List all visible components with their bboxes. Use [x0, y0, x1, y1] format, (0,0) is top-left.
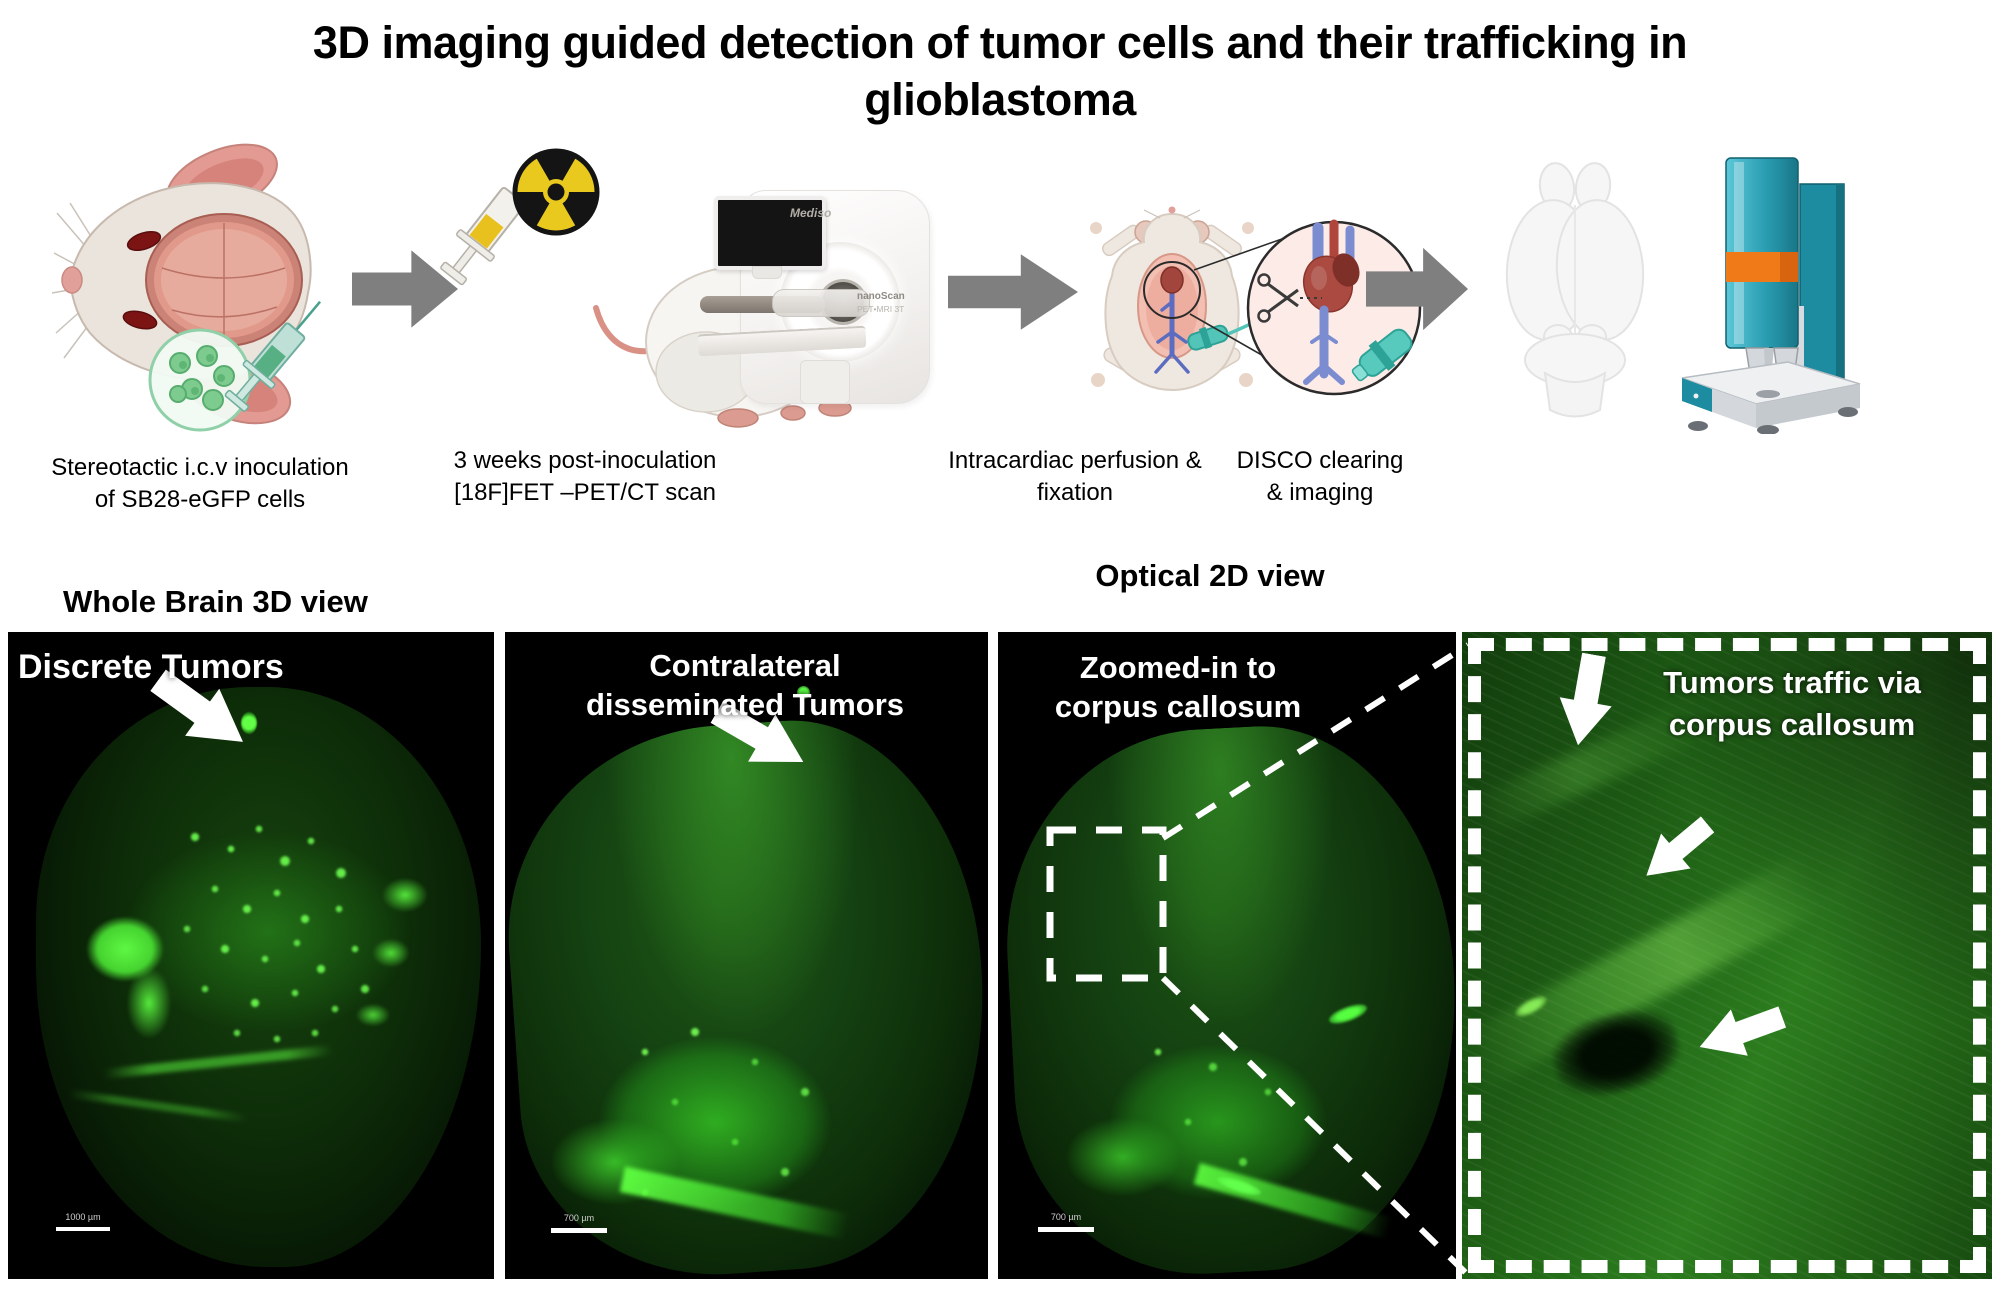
panel4-label-line2: corpus callosum — [1668, 707, 1916, 742]
mouse-head-icv-injection-icon — [52, 143, 322, 432]
step3-caption: Intracardiac perfusion & fixation — [915, 445, 1235, 509]
figure-title: 3D imaging guided detection of tumor cel… — [0, 14, 2000, 128]
discrete-tumor-spot — [241, 712, 257, 734]
lightsheet-microscope-icon — [1681, 157, 1861, 434]
step2-caption-line1: 3 weeks post-inoculation — [453, 447, 717, 474]
panel-corpus-callosum-zoom: Tumors traffic via corpus callosum — [1462, 632, 1992, 1279]
panel2-label: Contralateral disseminated Tumors — [535, 646, 955, 724]
radiotracer-syringe-icon — [440, 167, 538, 286]
scale-bar-label: 700 µm — [1050, 1212, 1082, 1222]
step4-caption-line2: & imaging — [1266, 479, 1374, 506]
panel3-label-line2: corpus callosum — [1054, 689, 1302, 724]
step4-caption-line1: DISCO clearing — [1236, 447, 1404, 474]
scanner-model-text: nanoScan — [857, 291, 905, 302]
step2-caption-line2: [18F]FET –PET/CT scan — [454, 479, 716, 506]
panel3-label-line1: Zoomed-in to — [1079, 650, 1277, 685]
dashed-highlight-border — [1468, 638, 1986, 1273]
tumor-fluorescence-cluster — [53, 777, 453, 1107]
panel-contralateral-tumors: Contralateral disseminated Tumors 700 µm — [505, 632, 988, 1279]
figure-title-line1: 3D imaging guided detection of tumor cel… — [312, 17, 1688, 68]
scanner-bed-tube — [772, 289, 870, 317]
figure-title-line2: glioblastoma — [864, 74, 1136, 125]
cleared-brain-icon — [1505, 162, 1645, 418]
scale-bar — [56, 1227, 110, 1231]
panel-whole-brain-3d: Discrete Tumors 1000 µm — [8, 632, 494, 1279]
step4-caption: DISCO clearing & imaging — [1195, 445, 1445, 509]
scanner-brand-text: Mediso — [790, 206, 832, 220]
intracardiac-perfusion-mouse-icon — [1090, 206, 1422, 396]
scale-bar — [551, 1228, 607, 1233]
disseminated-tumor-spot — [797, 686, 810, 699]
scale-bar — [1038, 1227, 1094, 1232]
section-header-2d-view: Optical 2D view — [1095, 558, 1325, 593]
step1-caption-line1: Stereotactic i.c.v inoculation — [51, 454, 349, 481]
panel3-label: Zoomed-in to corpus callosum — [1018, 648, 1338, 726]
radioactive-icon — [512, 148, 600, 236]
zoomed-tissue-background — [1462, 632, 1992, 1279]
scanner-model-sub-text: PET•MRI 3T — [857, 304, 905, 314]
panel2-label-line1: Contralateral — [649, 648, 841, 683]
panel2-label-line2: disseminated Tumors — [585, 687, 905, 722]
scanner-pedestal — [800, 360, 850, 404]
step3-caption-line1: Intracardiac perfusion & — [948, 447, 1202, 474]
step2-caption: 3 weeks post-inoculation [18F]FET –PET/C… — [425, 445, 745, 509]
workflow-arrow-icon — [948, 254, 1078, 330]
panel-zoom-target: Zoomed-in to corpus callosum 700 µm — [998, 632, 1456, 1279]
panel1-label: Discrete Tumors — [18, 648, 284, 686]
step1-caption: Stereotactic i.c.v inoculation of SB28-e… — [30, 452, 370, 516]
scale-bar-label: 700 µm — [563, 1213, 595, 1223]
panel4-label-line1: Tumors traffic via — [1663, 665, 1921, 700]
scanner-monitor-stand — [752, 266, 782, 279]
step1-caption-line2: of SB28-eGFP cells — [94, 486, 306, 513]
step3-caption-line2: fixation — [1036, 479, 1114, 506]
section-header-3d-view: Whole Brain 3D view — [63, 584, 368, 619]
panel4-label: Tumors traffic via corpus callosum — [1622, 662, 1962, 746]
scale-bar-label: 1000 µm — [65, 1212, 101, 1222]
